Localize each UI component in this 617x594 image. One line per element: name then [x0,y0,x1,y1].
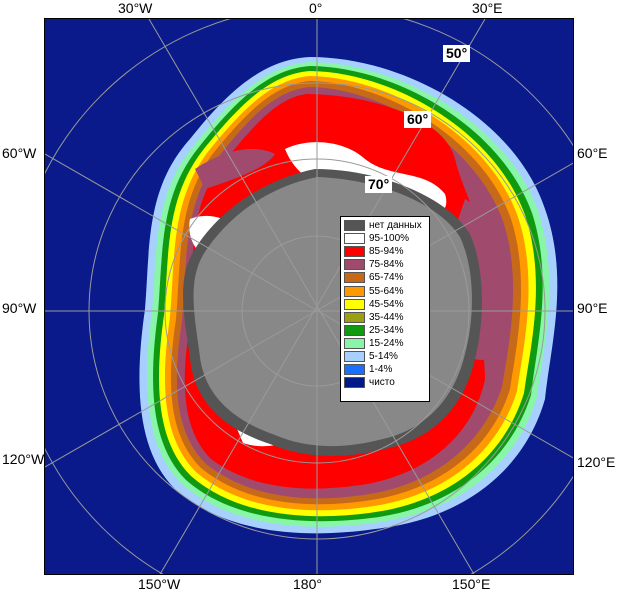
lon-label-120w-left: 120°W [2,451,45,467]
legend-item-5-14: 5-14% [344,350,426,363]
legend-swatch [344,364,365,376]
lon-label-150w-bottom: 150°W [138,576,181,592]
lon-label-90w-left: 90°W [2,300,37,316]
legend-swatch [344,324,365,336]
lon-label-0-top: 0° [309,0,323,16]
lat-label-60: 60° [404,111,432,128]
legend-label: 65-74% [369,272,404,284]
legend-swatch [344,337,365,349]
legend-label: 85-94% [369,246,404,258]
lon-label-60e-right: 60°E [577,145,608,161]
legend-item-no-data: нет данных [344,219,426,232]
legend-label: 5-14% [369,350,398,362]
lon-label-180-bottom: 180° [293,576,322,592]
legend-swatch [344,350,365,362]
legend-item-35-44: 35-44% [344,311,426,324]
legend-label: нет данных [369,220,422,232]
legend-swatch [344,259,365,271]
legend-swatch [344,285,365,297]
legend-swatch [344,377,365,389]
legend-item-45-54: 45-54% [344,298,426,311]
legend-item-25-34: 25-34% [344,324,426,337]
legend-swatch [344,233,365,245]
legend-swatch [344,298,365,310]
sea-ice-concentration-map: 50° 60° 70° [44,18,574,575]
lat-label-70: 70° [365,176,393,193]
legend-item-85-94: 85-94% [344,245,426,258]
graticule [45,19,573,574]
legend-item-75-84: 75-84% [344,258,426,271]
map-canvas [45,19,573,574]
lon-label-120e-right: 120°E [577,454,616,470]
legend-label: 75-84% [369,259,404,271]
meridian-60e-120w [45,162,573,468]
concentration-legend: нет данных 95-100% 85-94% 75-84% 65-74% … [340,216,430,402]
ice-patch-75-84-north [195,149,275,189]
meridian-30w-150e [148,19,475,574]
legend-label: 25-34% [369,324,404,336]
legend-item-65-74: 65-74% [344,271,426,284]
legend-item-clear: чисто [344,376,426,389]
legend-swatch [344,220,365,232]
legend-label: 45-54% [369,298,404,310]
lon-label-30e-top: 30°E [472,0,503,16]
legend-item-55-64: 55-64% [344,284,426,297]
legend-label: 95-100% [369,233,410,245]
legend-swatch [344,272,365,284]
meridian-60w-120e [45,153,573,459]
lon-label-60w-left: 60°W [2,145,37,161]
lon-label-150e-bottom: 150°E [452,576,491,592]
legend-label: 55-64% [369,285,404,297]
lat-label-50: 50° [443,45,471,62]
legend-item-1-4: 1-4% [344,363,426,376]
legend-label: 1-4% [369,364,393,376]
legend-item-95-100: 95-100% [344,232,426,245]
lon-label-30w-top: 30°W [118,0,153,16]
legend-label: 35-44% [369,311,404,323]
legend-item-15-24: 15-24% [344,337,426,350]
legend-swatch [344,246,365,258]
antarctic-continent [193,177,472,447]
legend-swatch [344,311,365,323]
legend-label: 15-24% [369,337,404,349]
legend-label: чисто [369,377,395,389]
lon-label-90e-right: 90°E [577,300,608,316]
